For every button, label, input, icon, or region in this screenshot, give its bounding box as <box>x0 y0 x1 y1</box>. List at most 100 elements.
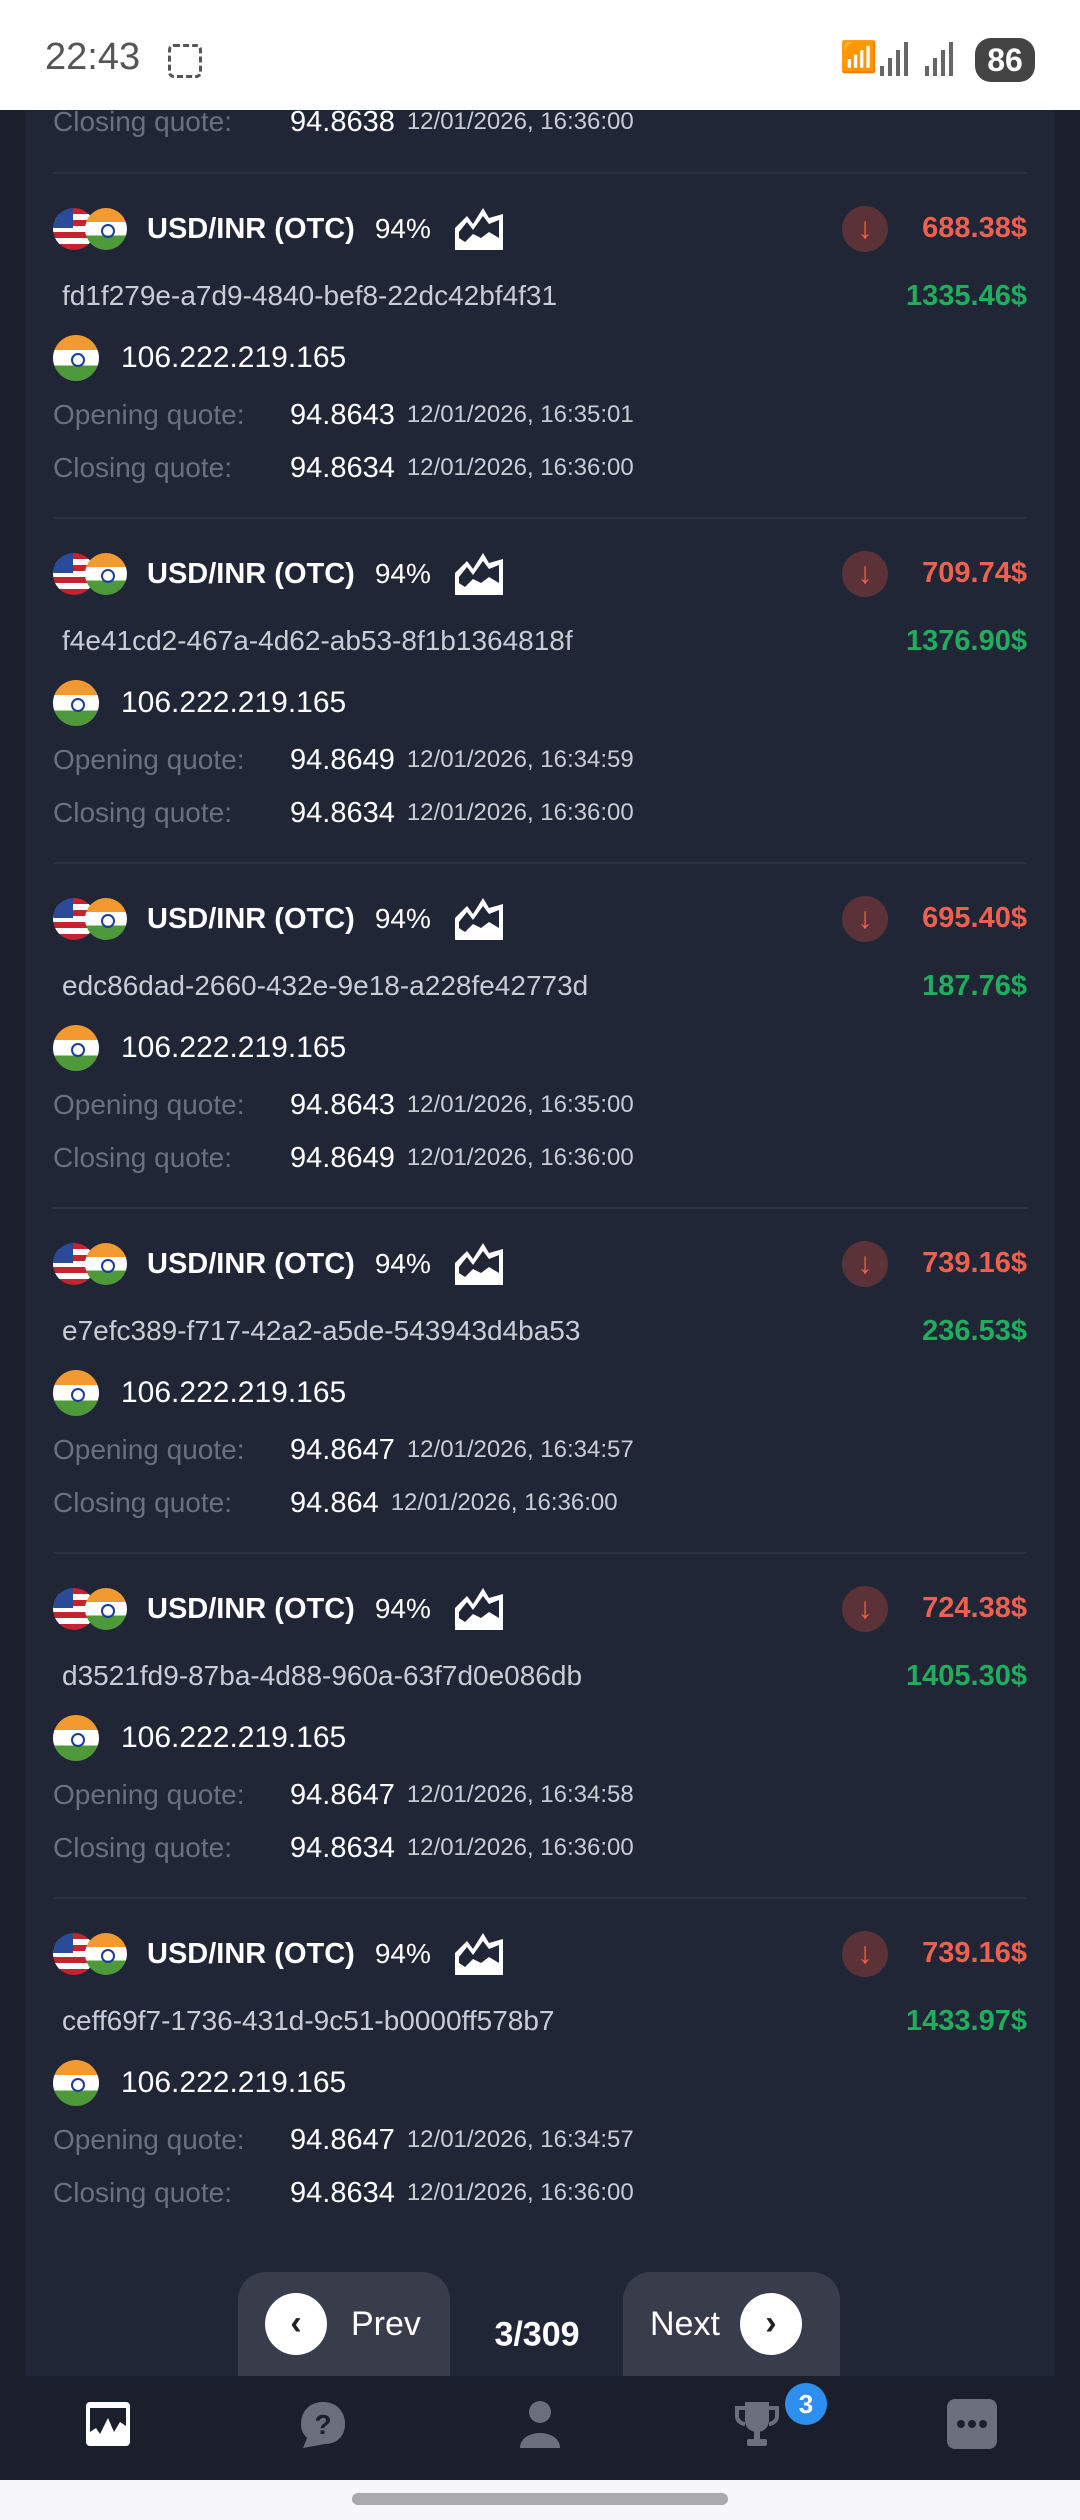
closing-label: Closing quote: <box>53 2177 233 2208</box>
nav-more-icon[interactable] <box>946 2398 998 2450</box>
opening-value: 94.8649 <box>290 743 395 776</box>
chart-icon[interactable] <box>453 1241 505 1287</box>
trade-id: edc86dad-2660-432e-9e18-a228fe42773d <box>62 970 589 1001</box>
trade-id: fd1f279e-a7d9-4840-bef8-22dc42bf4f31 <box>62 280 558 311</box>
closing-value: 94.8634 <box>290 796 395 829</box>
nav-help-icon[interactable]: ? <box>297 2398 349 2450</box>
ip-row: 106.222.219.165 <box>53 680 346 726</box>
chevron-right-icon: › <box>739 2293 802 2355</box>
closing-label: Closing quote: <box>53 106 233 137</box>
trade-card[interactable]: USD/INR (OTC) 94% ↓ 739.16$ e7efc389-f71… <box>0 1207 1080 1552</box>
opening-date: 12/01/2026, 16:35:01 <box>406 401 634 428</box>
payout-percent: 94% <box>374 903 431 934</box>
status-bar: 22:43 📶 86 <box>0 0 1080 110</box>
asset-row: USD/INR (OTC) 94% <box>53 553 505 595</box>
payout-percent: 94% <box>374 558 431 589</box>
india-flag-icon <box>85 208 127 250</box>
arrow-down-icon: ↓ <box>842 896 888 942</box>
opening-quote-row: Opening quote: 94.8647 12/01/2026, 16:34… <box>53 2120 634 2160</box>
closing-label: Closing quote: <box>53 452 233 483</box>
trade-card[interactable]: USD/INR (OTC) 94% ↓ 739.16$ ceff69f7-173… <box>0 1897 1080 2242</box>
trade-amount: 724.38$ <box>922 1592 1027 1624</box>
asset-name: USD/INR (OTC) <box>147 902 355 935</box>
chart-icon[interactable] <box>453 551 505 597</box>
closing-date: 12/01/2026, 16:36:00 <box>406 454 634 481</box>
chart-icon[interactable] <box>453 896 505 942</box>
asset-row: USD/INR (OTC) 94% <box>53 1933 505 1975</box>
trade-id: f4e41cd2-467a-4d62-ab53-8f1b1364818f <box>62 625 573 656</box>
india-flag-icon <box>53 1025 99 1071</box>
pair-flags <box>53 1588 127 1630</box>
trade-result: 1433.97$ <box>906 2005 1027 2037</box>
prev-label: Prev <box>351 2304 421 2343</box>
ip-row: 106.222.219.165 <box>53 1715 346 1761</box>
arrow-down-icon: ↓ <box>842 1931 888 1977</box>
closing-date: 12/01/2026, 16:36:00 <box>406 2179 634 2206</box>
trade-amount: 695.40$ <box>922 902 1027 934</box>
closing-date: 12/01/2026, 16:36:00 <box>406 799 634 826</box>
ip-address: 106.222.219.165 <box>121 2066 347 2099</box>
india-flag-icon <box>53 2060 99 2106</box>
page-counter: 3/309 <box>494 2315 580 2354</box>
opening-date: 12/01/2026, 16:35:00 <box>406 1091 634 1118</box>
asset-name: USD/INR (OTC) <box>147 557 355 590</box>
opening-value: 94.8643 <box>290 398 395 431</box>
closing-quote-row: Closing quote: 94.8634 12/01/2026, 16:36… <box>53 448 634 488</box>
chart-icon[interactable] <box>453 206 505 252</box>
pair-flags <box>53 208 127 250</box>
divider <box>53 517 1027 519</box>
payout-percent: 94% <box>374 1248 431 1279</box>
india-flag-icon <box>53 1370 99 1416</box>
closing-quote-row: Closing quote: 94.8634 12/01/2026, 16:36… <box>53 1828 634 1868</box>
closing-date: 12/01/2026, 16:36:00 <box>406 1144 634 1171</box>
closing-label: Closing quote: <box>53 1832 233 1863</box>
ip-row: 106.222.219.165 <box>53 1370 346 1416</box>
opening-label: Opening quote: <box>53 1089 245 1120</box>
ip-address: 106.222.219.165 <box>121 1721 347 1754</box>
nav-trading-chart-icon[interactable] <box>82 2398 134 2450</box>
bottom-nav: ? <box>0 2376 1080 2480</box>
trade-card[interactable]: USD/INR (OTC) 94% ↓ 724.38$ d3521fd9-87b… <box>0 1552 1080 1897</box>
opening-quote-row: Opening quote: 94.8647 12/01/2026, 16:34… <box>53 1430 634 1470</box>
divider <box>53 172 1027 174</box>
payout-percent: 94% <box>374 1593 431 1624</box>
nav-trophy-icon[interactable] <box>731 2398 783 2450</box>
closing-label: Closing quote: <box>53 1142 233 1173</box>
chart-icon[interactable] <box>453 1931 505 1977</box>
trade-card[interactable]: USD/INR (OTC) 94% ↓ 695.40$ edc86dad-266… <box>0 862 1080 1207</box>
svg-text:?: ? <box>314 2409 331 2440</box>
clock: 22:43 <box>45 36 141 78</box>
trade-result: 1335.46$ <box>906 280 1027 312</box>
closing-value: 94.8649 <box>290 1141 395 1174</box>
india-flag-icon <box>85 1243 127 1285</box>
ip-row: 106.222.219.165 <box>53 1025 346 1071</box>
ip-row: 106.222.219.165 <box>53 335 346 381</box>
us-flag-icon <box>53 1933 95 1975</box>
trade-amount: 739.16$ <box>922 1247 1027 1279</box>
prev-button[interactable]: ‹ Prev <box>238 2272 450 2376</box>
trades-panel <box>25 110 1055 2376</box>
opening-date: 12/01/2026, 16:34:58 <box>406 1781 634 1808</box>
opening-label: Opening quote: <box>53 1779 245 1810</box>
india-flag-icon <box>85 1933 127 1975</box>
closing-date: 12/01/2026, 16:36:00 <box>390 1489 618 1516</box>
asset-name: USD/INR (OTC) <box>147 212 355 245</box>
opening-quote-row: Opening quote: 94.8643 12/01/2026, 16:35… <box>53 1085 634 1125</box>
opening-date: 12/01/2026, 16:34:59 <box>406 746 634 773</box>
asset-row: USD/INR (OTC) 94% <box>53 898 505 940</box>
closing-value: 94.8634 <box>290 2176 395 2209</box>
asset-name: USD/INR (OTC) <box>147 1937 355 1970</box>
trade-card[interactable]: USD/INR (OTC) 94% ↓ 709.74$ f4e41cd2-467… <box>0 517 1080 862</box>
divider <box>53 1207 1027 1209</box>
trade-card[interactable]: USD/INR (OTC) 94% ↓ 688.38$ fd1f279e-a7d… <box>0 172 1080 517</box>
trade-id: d3521fd9-87ba-4d88-960a-63f7d0e086db <box>62 1660 583 1691</box>
chart-icon[interactable] <box>453 1586 505 1632</box>
opening-label: Opening quote: <box>53 2124 245 2155</box>
next-button[interactable]: Next › <box>623 2272 840 2376</box>
nav-profile-icon[interactable] <box>514 2398 566 2450</box>
home-indicator[interactable] <box>352 2493 728 2505</box>
asset-row: USD/INR (OTC) 94% <box>53 208 505 250</box>
home-indicator-area <box>0 2480 1080 2520</box>
trade-amount: 688.38$ <box>922 212 1027 244</box>
signal-icon <box>880 40 908 76</box>
